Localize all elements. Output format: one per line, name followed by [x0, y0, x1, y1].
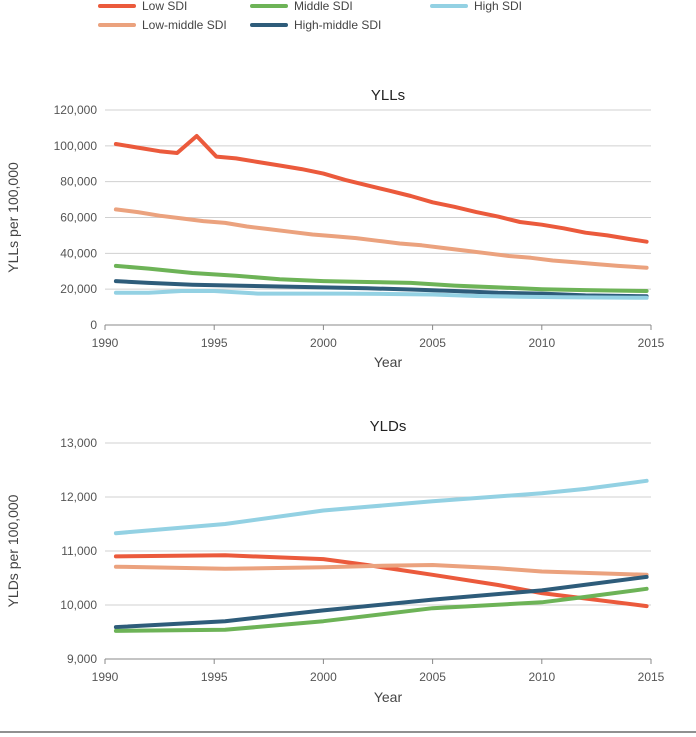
series-line-low — [113, 134, 649, 244]
y-tick-label: 0 — [90, 318, 97, 332]
ylls-chart: 0 20,000 40,000 60,000 80,000 100,000 120,000 1… — [5, 87, 665, 370]
legend-label: High SDI — [474, 0, 522, 13]
y-tick-label: 60,000 — [60, 211, 97, 225]
series-line-high — [113, 478, 649, 536]
y-tick-label: 10,000 — [60, 598, 97, 612]
legend: Low SDI Low-middle SDI Middle SDI High-midd… — [98, 0, 522, 32]
legend-item-high-middle: High-middle SDI — [250, 18, 381, 32]
legend-label: Low SDI — [142, 0, 187, 13]
series-line-middle — [113, 586, 649, 633]
legend-item-high: High SDI — [430, 0, 522, 13]
x-tick-label: 2010 — [528, 670, 555, 684]
y-tick-label: 20,000 — [60, 282, 97, 296]
x-tick-label: 2005 — [419, 336, 446, 350]
x-tick-label: 1990 — [92, 336, 119, 350]
legend-label: Middle SDI — [294, 0, 353, 13]
chart-title: YLLs — [371, 87, 405, 104]
x-tick-label: 1990 — [92, 670, 119, 684]
x-tick-label: 2015 — [638, 336, 665, 350]
series-line-high-middle — [113, 279, 649, 299]
y-tick-label: 120,000 — [54, 103, 98, 117]
legend-item-middle: Middle SDI — [250, 0, 353, 13]
y-tick-label: 40,000 — [60, 246, 97, 260]
x-tick-label: 2010 — [528, 336, 555, 350]
x-tick-label: 1995 — [201, 670, 228, 684]
x-tick-label: 2015 — [638, 670, 665, 684]
y-axis-label: YLLs per 100,000 — [5, 162, 21, 273]
legend-label: Low-middle SDI — [142, 18, 227, 32]
y-axis-label: YLDs per 100,000 — [5, 494, 21, 607]
legend-label: High-middle SDI — [294, 18, 381, 32]
y-tick-label: 9,000 — [67, 652, 97, 666]
series-line-low-middle — [113, 207, 649, 270]
y-tick-label: 12,000 — [60, 490, 97, 504]
x-tick-label: 2005 — [419, 670, 446, 684]
x-tick-label: 1995 — [201, 336, 228, 350]
x-axis-label: Year — [374, 689, 403, 705]
series-line-high — [113, 289, 649, 300]
y-tick-label: 11,000 — [61, 544, 97, 558]
legend-item-low: Low SDI — [98, 0, 187, 13]
x-tick-label: 2000 — [310, 336, 337, 350]
y-tick-label: 80,000 — [60, 175, 97, 189]
ylds-chart: 9,000 10,000 11,000 12,000 13,000 1990 1995 200… — [5, 418, 665, 705]
chart-title: YLDs — [370, 418, 407, 435]
series-line-middle — [113, 263, 649, 293]
x-tick-label: 2000 — [310, 670, 337, 684]
y-tick-label: 13,000 — [60, 436, 97, 450]
y-tick-label: 100,000 — [54, 139, 98, 153]
x-axis-label: Year — [374, 354, 403, 370]
series-line-low-middle — [113, 563, 649, 577]
legend-item-low-middle: Low-middle SDI — [98, 18, 227, 32]
series-line-high-middle — [113, 574, 649, 630]
